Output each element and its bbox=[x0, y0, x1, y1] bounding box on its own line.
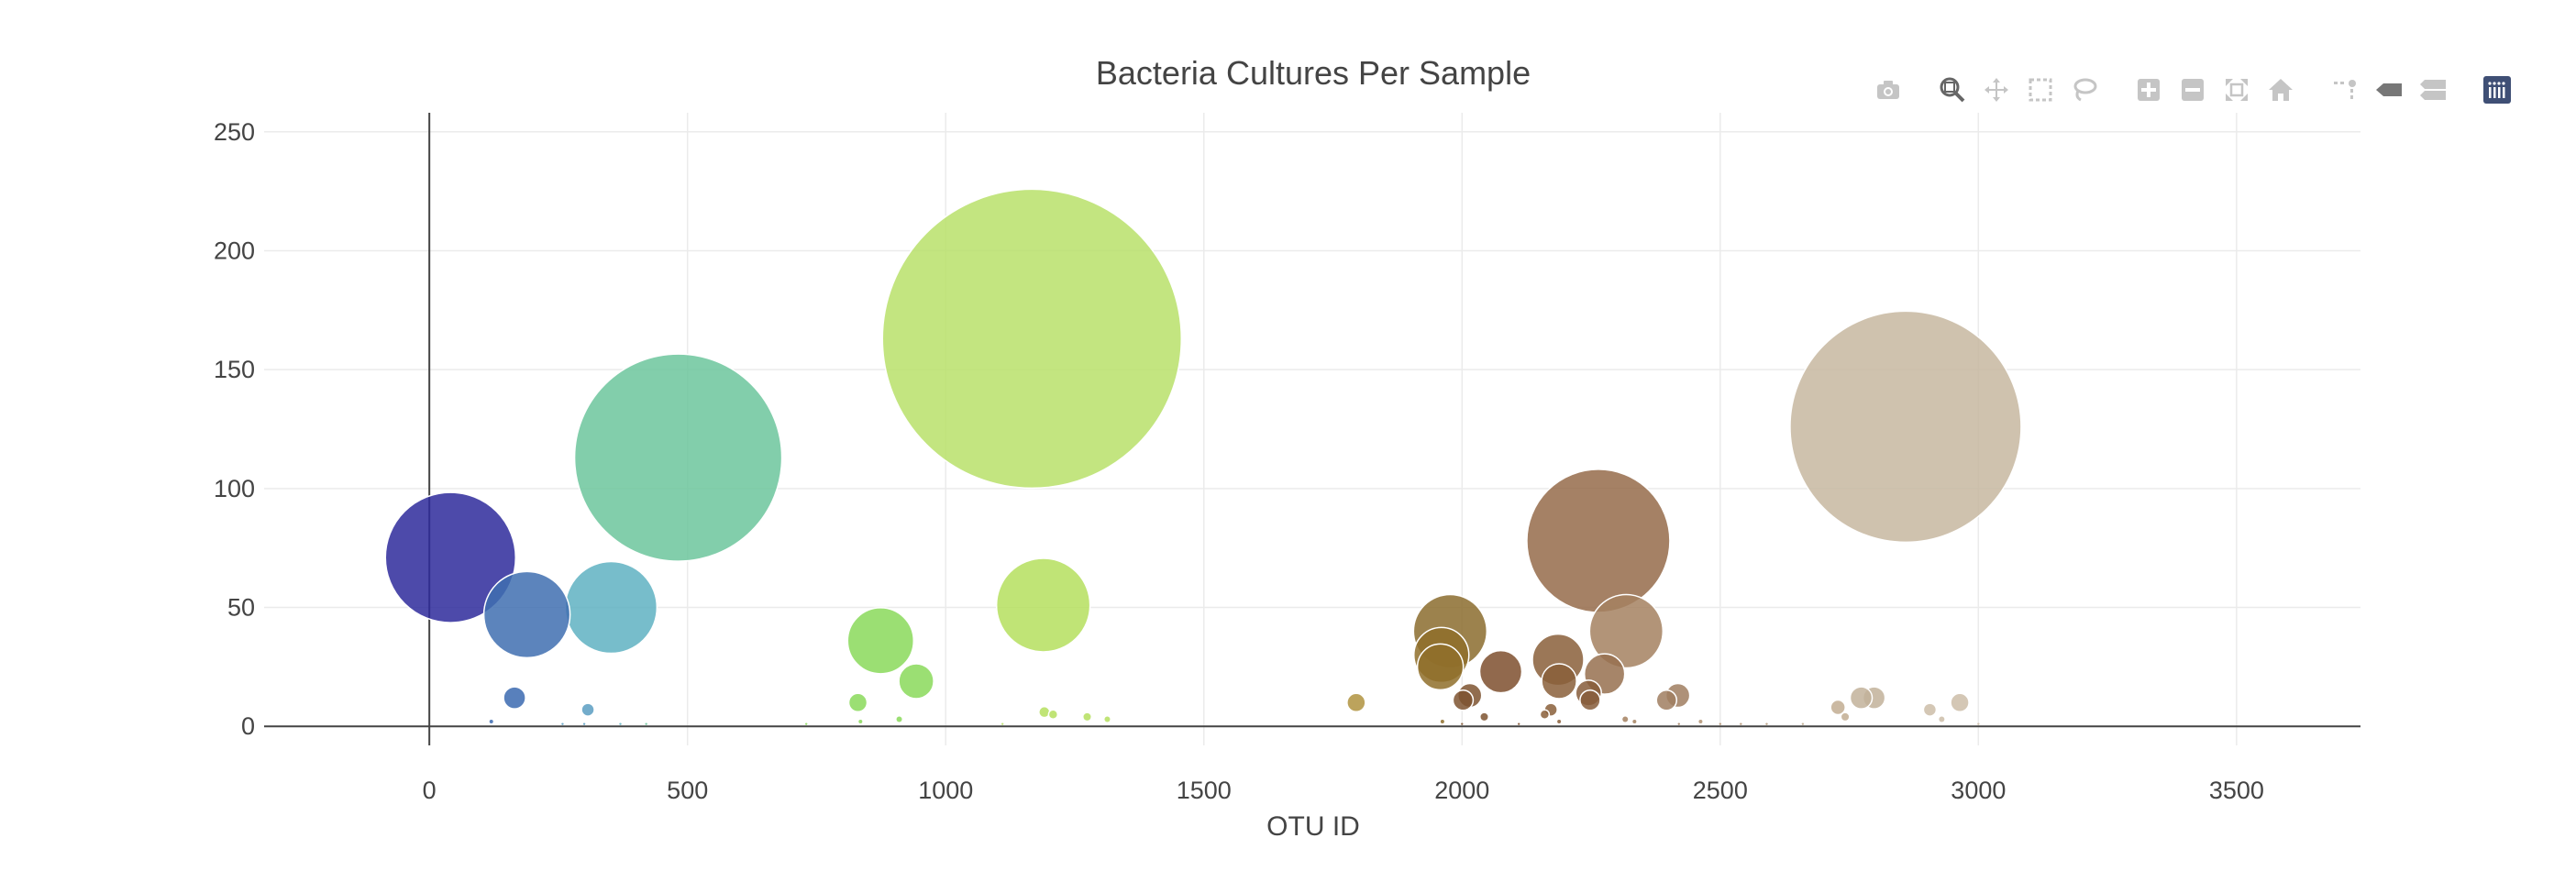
bubble[interactable] bbox=[1579, 689, 1601, 711]
hover-compare-icon[interactable] bbox=[2411, 72, 2455, 108]
bubble[interactable] bbox=[580, 702, 595, 717]
zoom-icon[interactable] bbox=[1930, 72, 1974, 108]
bubble[interactable] bbox=[1801, 722, 1805, 725]
bubble[interactable] bbox=[1765, 722, 1768, 725]
bubble[interactable] bbox=[573, 353, 783, 562]
chart-title: Bacteria Cultures Per Sample bbox=[1096, 54, 1531, 92]
tick-labels: 0 500 1000 1500 2000 2500 3000 3500 0 50 100 150 200… bbox=[214, 118, 2264, 804]
bubble[interactable] bbox=[564, 560, 658, 655]
bubble[interactable] bbox=[898, 663, 934, 700]
bubble-layer[interactable] bbox=[384, 188, 2022, 725]
bubble[interactable] bbox=[1977, 722, 1980, 725]
modebar-group bbox=[1866, 72, 1910, 108]
x-tick-label: 1000 bbox=[918, 777, 973, 804]
x-tick-label: 2500 bbox=[1693, 777, 1748, 804]
box-select-icon[interactable] bbox=[2018, 72, 2062, 108]
bubble[interactable] bbox=[1440, 720, 1444, 724]
bubble[interactable] bbox=[503, 686, 526, 710]
bubble[interactable] bbox=[1655, 689, 1678, 711]
reset-axes-icon[interactable] bbox=[2259, 72, 2303, 108]
x-tick-label: 2000 bbox=[1434, 777, 1489, 804]
bubble[interactable] bbox=[489, 720, 493, 724]
modebar-group bbox=[2475, 72, 2519, 108]
bubble[interactable] bbox=[858, 720, 863, 724]
bubble[interactable] bbox=[1632, 720, 1637, 724]
y-tick-label: 100 bbox=[214, 475, 255, 502]
bubble[interactable] bbox=[619, 722, 622, 725]
axes bbox=[264, 113, 2360, 745]
bubble[interactable] bbox=[1539, 709, 1551, 721]
bubble[interactable] bbox=[1001, 722, 1004, 725]
x-axis-title: OTU ID bbox=[1266, 811, 1360, 842]
bubble[interactable] bbox=[1789, 310, 2022, 544]
modebar-group bbox=[2127, 72, 2303, 108]
bubble[interactable] bbox=[805, 722, 808, 725]
modebar-group bbox=[1930, 72, 2106, 108]
y-tick-label: 0 bbox=[241, 712, 255, 740]
x-tick-label: 1500 bbox=[1177, 777, 1232, 804]
bubble[interactable] bbox=[1480, 712, 1488, 721]
y-tick-label: 200 bbox=[214, 237, 255, 264]
bubble[interactable] bbox=[1677, 722, 1680, 725]
bubble[interactable] bbox=[896, 716, 902, 722]
bubble[interactable] bbox=[1841, 712, 1850, 721]
bubble[interactable] bbox=[1478, 649, 1523, 694]
bubble[interactable] bbox=[1047, 709, 1059, 721]
bubble[interactable] bbox=[846, 607, 915, 675]
pan-icon[interactable] bbox=[1974, 72, 2018, 108]
bubble[interactable] bbox=[847, 692, 868, 713]
camera-icon[interactable] bbox=[1866, 72, 1910, 108]
autoscale-icon[interactable] bbox=[2215, 72, 2259, 108]
bubble[interactable] bbox=[1939, 716, 1945, 722]
bubble[interactable] bbox=[1622, 716, 1629, 722]
bubble[interactable] bbox=[1346, 692, 1366, 713]
y-tick-label: 50 bbox=[227, 594, 255, 622]
bubble[interactable] bbox=[1922, 702, 1938, 717]
bubble[interactable] bbox=[1416, 643, 1465, 691]
x-tick-label: 0 bbox=[423, 777, 437, 804]
zoom-in-icon[interactable] bbox=[2127, 72, 2171, 108]
bubble[interactable] bbox=[645, 722, 647, 725]
bubble[interactable] bbox=[384, 491, 517, 623]
plotly-logo-icon[interactable] bbox=[2475, 72, 2519, 108]
x-tick-label: 3500 bbox=[2209, 777, 2264, 804]
bubble[interactable] bbox=[1830, 699, 1846, 716]
bubble[interactable] bbox=[1740, 722, 1742, 725]
bubble[interactable] bbox=[561, 722, 564, 725]
bubble[interactable] bbox=[881, 188, 1183, 490]
y-tick-label: 250 bbox=[214, 118, 255, 146]
bubble[interactable] bbox=[995, 557, 1091, 653]
y-tick-label: 150 bbox=[214, 356, 255, 383]
bubble[interactable] bbox=[1849, 686, 1874, 710]
bubble[interactable] bbox=[582, 722, 586, 725]
bubble[interactable] bbox=[1452, 689, 1475, 711]
bubble[interactable] bbox=[1698, 720, 1703, 724]
bubble[interactable] bbox=[1518, 722, 1520, 725]
bubble[interactable] bbox=[1557, 720, 1562, 724]
bubble[interactable] bbox=[482, 570, 571, 659]
spike-lines-icon[interactable] bbox=[2323, 72, 2367, 108]
zoom-out-icon[interactable] bbox=[2171, 72, 2215, 108]
bubble[interactable] bbox=[1104, 716, 1111, 722]
bubble[interactable] bbox=[1719, 722, 1722, 725]
bubble[interactable] bbox=[1461, 722, 1464, 725]
modebar-group bbox=[2323, 72, 2455, 108]
bubble[interactable] bbox=[1588, 593, 1664, 669]
x-tick-label: 3000 bbox=[1951, 777, 2006, 804]
hover-closest-icon[interactable] bbox=[2367, 72, 2411, 108]
bubble[interactable] bbox=[1541, 663, 1577, 700]
bubble[interactable] bbox=[1083, 712, 1091, 721]
x-tick-label: 500 bbox=[667, 777, 708, 804]
bubble[interactable] bbox=[1950, 692, 1970, 713]
lasso-icon[interactable] bbox=[2062, 72, 2106, 108]
bubble[interactable] bbox=[1526, 469, 1671, 613]
modebar bbox=[1846, 72, 2519, 108]
